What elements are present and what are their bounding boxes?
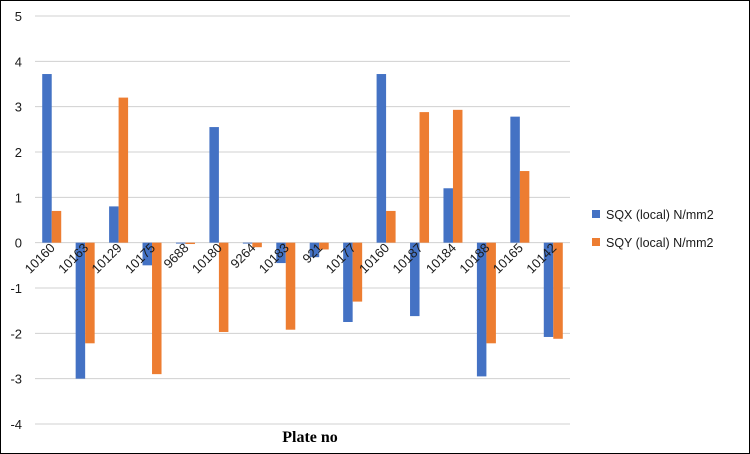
x-axis-title: Plate no [282,429,338,446]
bar-sqx [376,74,387,243]
bar-sqx [242,242,253,244]
legend-swatch [592,238,600,246]
y-tick-label: 2 [15,145,22,160]
y-tick-label: -3 [10,372,22,387]
bar-sqy [252,242,262,248]
y-tick-label: 1 [15,190,22,205]
bar-sqx [276,242,286,264]
y-tick-label: -1 [10,281,22,296]
gridlines [35,15,570,425]
y-tick-label: 5 [15,9,22,24]
bar-sqx [443,188,453,243]
x-category-label: 10160 [22,240,58,276]
bar-sqy [352,242,363,302]
legend-swatch [592,210,600,218]
bar-sqx [75,242,86,379]
bar-sqy [51,210,62,243]
bar-sqy [319,242,329,250]
legend-label: SQX (local) N/mm2 [606,208,714,222]
bar-sqy [519,171,530,243]
y-tick-label: 3 [15,100,22,115]
bar-sqy [218,242,229,332]
bar-sqy [452,109,463,243]
bar-sqy [553,242,563,339]
y-tick-label: -2 [10,326,22,341]
bar-sqx [510,116,520,243]
legend: SQX (local) N/mm2 SQY (local) N/mm2 [592,208,714,250]
x-category-label: 10184 [423,240,459,276]
bar-sqy [486,242,496,344]
y-tick-label: 4 [15,54,22,69]
bar-sqx [343,242,353,322]
bars [42,74,563,379]
bar-sqy [118,97,129,243]
bar-sqy [185,242,195,245]
y-tick-label: -4 [10,417,22,432]
bar-sqx [109,206,119,243]
legend-label: SQY (local) N/mm2 [606,236,713,250]
bar-sqy [152,242,162,375]
bar-sqx [543,242,554,337]
bar-sqx [175,242,186,244]
bar-sqx [142,242,153,266]
bar-sqx [410,242,420,317]
bar-sqx [309,242,320,258]
bar-sqy [419,112,430,243]
bar-sqy [85,242,95,344]
bar-sqx [476,242,487,377]
y-axis-tick-labels: -4 -3 -2 -1 0 1 2 3 4 5 [10,9,22,432]
bar-sqx [209,127,219,243]
bar-sqy [386,210,396,243]
x-category-label: 10187 [389,240,425,276]
x-category-label: 9688 [161,240,192,271]
bar-sqy [285,242,296,330]
y-tick-label: 0 [15,236,22,251]
bar-sqx [42,74,52,243]
